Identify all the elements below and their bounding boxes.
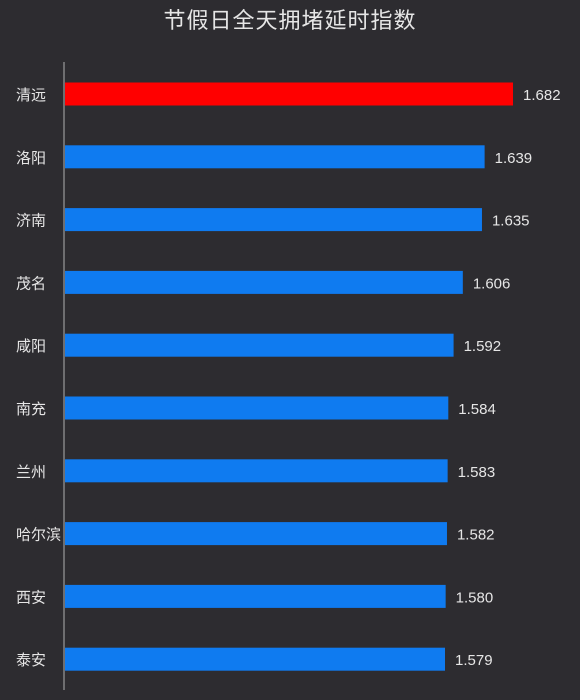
category-label-8: 哈尔滨 bbox=[16, 526, 61, 544]
category-label-10: 泰安 bbox=[16, 651, 46, 669]
category-label-9: 西安 bbox=[16, 588, 46, 606]
bar-4 bbox=[65, 270, 463, 294]
bar-8 bbox=[65, 522, 447, 546]
bar-1 bbox=[65, 82, 513, 106]
bar-5 bbox=[65, 333, 454, 357]
bar-7 bbox=[65, 459, 448, 483]
category-label-5: 咸阳 bbox=[16, 337, 46, 355]
bar-9 bbox=[65, 584, 446, 608]
category-label-6: 南充 bbox=[16, 400, 46, 418]
category-label-7: 兰州 bbox=[16, 463, 46, 481]
value-label-8: 1.582 bbox=[457, 527, 495, 544]
value-label-10: 1.579 bbox=[455, 652, 493, 669]
value-label-4: 1.606 bbox=[473, 275, 511, 292]
category-label-2: 洛阳 bbox=[16, 149, 46, 167]
value-label-3: 1.635 bbox=[492, 213, 530, 230]
category-label-3: 济南 bbox=[16, 212, 46, 230]
bar-2 bbox=[65, 145, 485, 169]
value-label-1: 1.682 bbox=[523, 87, 561, 104]
value-label-2: 1.639 bbox=[495, 150, 533, 167]
value-label-5: 1.592 bbox=[464, 338, 502, 355]
bar-6 bbox=[65, 396, 449, 420]
category-label-1: 清远 bbox=[16, 86, 46, 104]
category-label-4: 茂名 bbox=[16, 274, 46, 292]
bar-10 bbox=[65, 647, 445, 671]
value-label-7: 1.583 bbox=[458, 464, 496, 481]
chart-title: 节假日全天拥堵延时指数 bbox=[163, 9, 417, 34]
bar-3 bbox=[65, 208, 482, 232]
value-label-6: 1.584 bbox=[458, 401, 496, 418]
value-label-9: 1.580 bbox=[456, 589, 494, 606]
